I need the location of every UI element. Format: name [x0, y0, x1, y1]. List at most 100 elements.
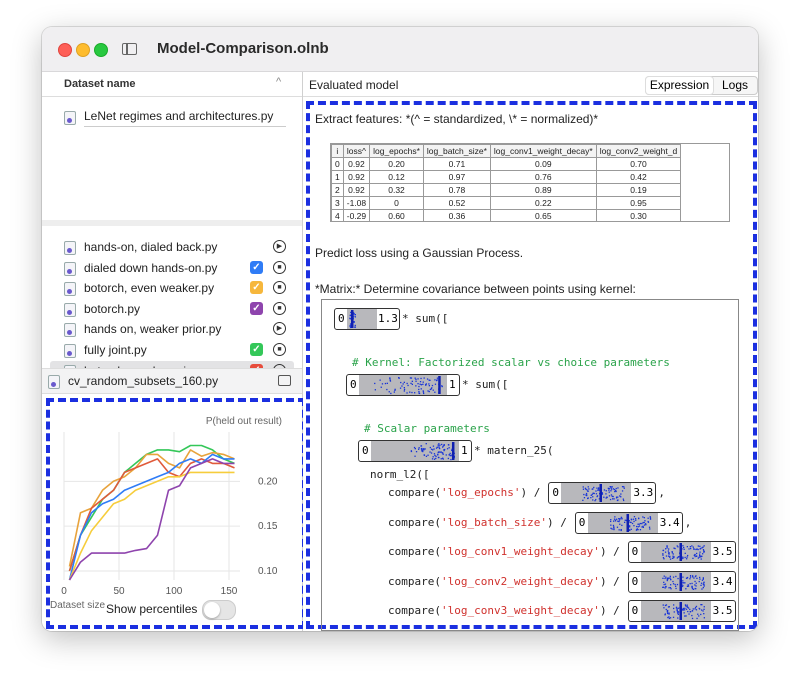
histogram-point: [677, 611, 679, 613]
expand-panel-icon[interactable]: [278, 375, 291, 386]
histogram-point: [684, 615, 687, 617]
histogram-point: [692, 546, 694, 548]
histogram-point: [666, 612, 668, 615]
histogram-point: [695, 609, 697, 611]
histogram-point: [605, 490, 608, 492]
play-icon[interactable]: ▶: [273, 322, 286, 336]
pane-divider[interactable]: [42, 220, 302, 226]
model-item[interactable]: hands-on, dialed back.py ▶: [50, 237, 294, 258]
histogram-point: [681, 579, 683, 581]
show-percentiles-toggle[interactable]: [202, 600, 236, 620]
stop-icon[interactable]: ■: [273, 281, 286, 295]
minimize-window-button[interactable]: [76, 43, 90, 57]
close-window-button[interactable]: [58, 43, 72, 57]
left-pane: Dataset name ^ LeNet regimes and archite…: [42, 72, 306, 631]
compare-line: compare('log_batch_size') /: [388, 516, 567, 529]
histogram-point: [672, 604, 674, 606]
play-icon[interactable]: ▶: [273, 240, 286, 253]
histogram-point: [583, 488, 585, 490]
stop-icon[interactable]: ■: [273, 260, 286, 274]
tab-expression[interactable]: Expression: [646, 77, 713, 94]
table-cell: 4: [331, 209, 344, 221]
distribution-widget[interactable]: 0 3.5: [627, 600, 736, 622]
distribution-widget[interactable]: 0 3.3: [548, 482, 657, 504]
model-checkbox[interactable]: ✓: [250, 260, 263, 274]
model-item[interactable]: fully joint.py ✓ ■: [50, 340, 294, 361]
distribution-widget[interactable]: 0 3.5: [627, 541, 736, 563]
histogram-point: [411, 391, 413, 394]
model-item[interactable]: botorch.py ✓ ■: [50, 299, 294, 320]
model-checkbox[interactable]: ✓: [250, 342, 263, 356]
table-cell: 1: [331, 170, 344, 184]
table-header-cell: log_epochs*: [369, 144, 424, 158]
stop-icon[interactable]: ■: [273, 342, 286, 356]
cv-item[interactable]: cv_random_subsets_160.py: [42, 368, 302, 394]
distribution-widget[interactable]: 0 1: [358, 440, 472, 462]
dataset-item[interactable]: LeNet regimes and architectures.py: [64, 108, 286, 127]
histogram-point: [668, 617, 670, 620]
python-file-icon: [64, 343, 76, 358]
histogram-point: [425, 455, 428, 457]
histogram-point: [608, 488, 611, 490]
histogram-point: [443, 444, 445, 446]
model-item[interactable]: hands on, weaker prior.py ▶: [50, 319, 294, 340]
histogram-point: [628, 525, 631, 527]
compare-line: compare('log_epochs') /: [388, 486, 540, 499]
python-file-icon: [48, 375, 60, 389]
histogram-point: [608, 487, 610, 489]
sidebar-toggle-icon[interactable]: [122, 43, 137, 55]
python-file-icon: [64, 302, 76, 317]
histogram-point: [630, 518, 632, 520]
matrix-text: *Matrix:* Determine covariance between p…: [315, 282, 636, 296]
histogram-point: [647, 521, 649, 523]
histogram-point: [618, 523, 621, 525]
histogram-point: [426, 378, 429, 380]
model-item[interactable]: dialed down hands-on.py ✓ ■: [50, 258, 294, 279]
histogram-point: [642, 521, 644, 523]
zoom-window-button[interactable]: [94, 43, 108, 57]
histogram-point: [438, 456, 440, 459]
histogram-point: [349, 325, 351, 327]
distribution-widget[interactable]: 0 3.4: [627, 570, 736, 593]
tab-logs[interactable]: Logs: [721, 78, 749, 92]
model-checkbox[interactable]: ✓: [250, 301, 263, 315]
histogram-point: [639, 522, 641, 524]
histogram-point: [432, 449, 434, 451]
distribution-widget[interactable]: 0 3.4: [574, 511, 683, 534]
features-table[interactable]: i loss^ log_epochs* log_batch_size* log_conv…: [330, 143, 730, 222]
histogram-point: [596, 493, 598, 495]
model-checkbox[interactable]: ✓: [250, 281, 263, 295]
histogram-point: [379, 379, 381, 381]
table-header-cell: i: [331, 144, 344, 158]
histogram-point: [434, 391, 436, 393]
table-cell: 0.65: [489, 209, 597, 221]
histogram-point: [698, 607, 700, 610]
histogram-point: [667, 616, 670, 618]
histogram-point: [647, 520, 649, 522]
table-header-row: i loss^ log_epochs* log_batch_size* log_conv…: [331, 144, 682, 158]
histogram-point: [683, 548, 685, 550]
histogram-point: [604, 489, 606, 491]
histogram-point: [439, 447, 441, 450]
histogram-point: [425, 384, 427, 386]
histogram-marker: [351, 310, 354, 328]
code-string: 'log_conv1_weight_decay': [440, 545, 600, 558]
table-cell: 2: [331, 183, 344, 197]
chevron-up-icon[interactable]: ^: [276, 76, 282, 88]
histogram-point: [700, 558, 702, 560]
model-item[interactable]: botorch, even weaker.py ✓ ■: [50, 278, 294, 299]
dist-max: 3.5: [712, 545, 733, 558]
distribution-widget[interactable]: 0 1: [346, 374, 460, 396]
histogram-point: [622, 490, 624, 492]
table-cell: 0.95: [595, 196, 682, 210]
histogram-point: [688, 608, 690, 611]
histogram-point: [407, 384, 409, 387]
histogram-point: [613, 527, 615, 529]
distribution-widget[interactable]: 0 1.3: [334, 308, 400, 330]
table-cell: 0.92: [342, 157, 371, 171]
histogram-point: [676, 611, 678, 613]
dataset-header[interactable]: Dataset name ^: [42, 72, 302, 97]
stop-icon[interactable]: ■: [273, 301, 286, 315]
histogram-point: [701, 546, 704, 548]
histogram-point: [681, 556, 683, 558]
